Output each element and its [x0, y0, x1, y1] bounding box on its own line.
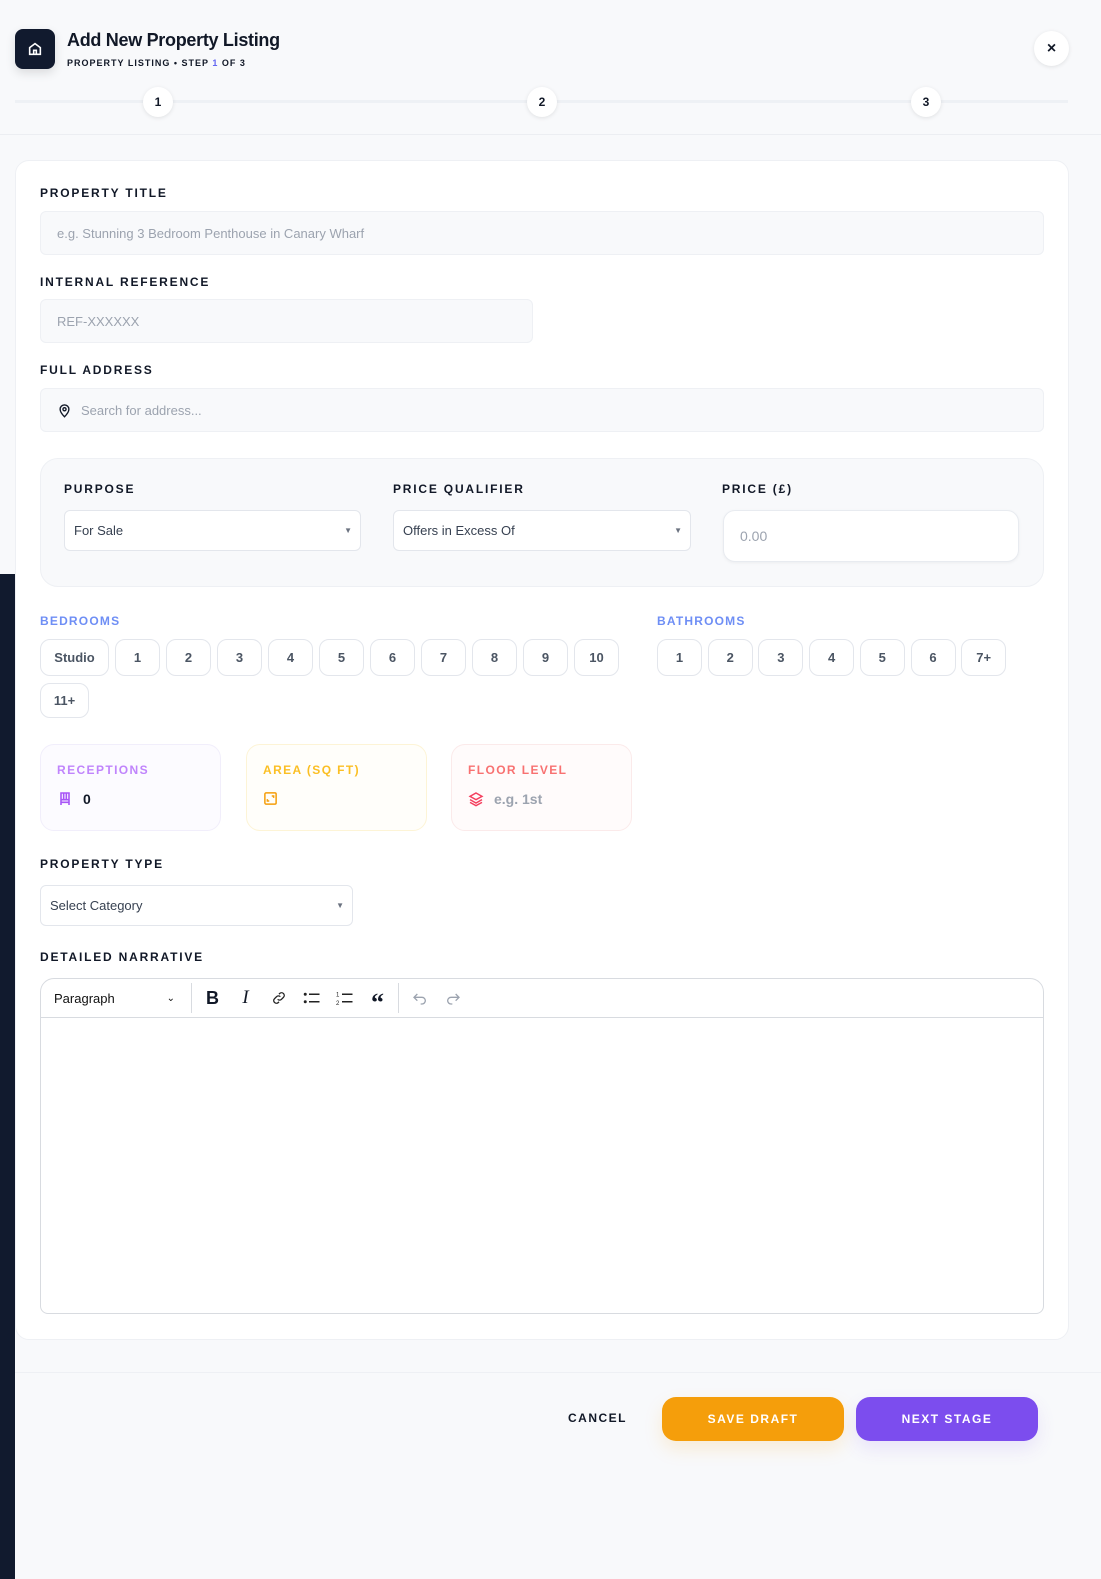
next-stage-button[interactable]: NEXT STAGE — [856, 1397, 1038, 1441]
link-button[interactable] — [262, 983, 295, 1013]
svg-text:2: 2 — [336, 1001, 340, 1006]
link-icon — [272, 992, 285, 1004]
bedroom-option[interactable]: 4 — [268, 639, 313, 676]
bedroom-option[interactable]: Studio — [40, 639, 109, 676]
property-type-label: PROPERTY TYPE — [40, 857, 164, 871]
purpose-label: PURPOSE — [64, 482, 136, 496]
receptions-value: 0 — [83, 791, 91, 807]
bathroom-option[interactable]: 6 — [910, 639, 956, 676]
bedrooms-label: BEDROOMS — [40, 614, 121, 628]
bedroom-option[interactable]: 5 — [319, 639, 364, 676]
floor-level-field[interactable]: FLOOR LEVEL e.g. 1st — [451, 744, 632, 831]
italic-button[interactable]: I — [229, 983, 262, 1013]
internal-reference-label: INTERNAL REFERENCE — [40, 275, 211, 289]
expand-icon — [264, 792, 277, 805]
bathroom-option[interactable]: 2 — [707, 639, 753, 676]
blockquote-button[interactable]: “ — [361, 983, 394, 1017]
close-button[interactable]: × — [1034, 31, 1069, 66]
property-title-input[interactable]: e.g. Stunning 3 Bedroom Penthouse in Can… — [40, 211, 1044, 255]
bathrooms-label: BATHROOMS — [657, 614, 746, 628]
bedroom-option[interactable]: 7 — [421, 639, 466, 676]
quote-icon: “ — [371, 988, 384, 1017]
purpose-select[interactable]: For Sale ▼ — [64, 510, 361, 551]
divider — [191, 983, 192, 1013]
property-type-value: Select Category — [50, 898, 143, 913]
property-title-label: PROPERTY TITLE — [40, 186, 168, 200]
internal-reference-input[interactable]: REF-XXXXXX — [40, 299, 533, 343]
bathroom-option[interactable]: 3 — [758, 639, 804, 676]
numbered-list-icon: 12 — [336, 993, 352, 1006]
bathroom-option[interactable]: 4 — [809, 639, 855, 676]
subtitle-step: 1 — [212, 58, 219, 68]
price-input[interactable]: 0.00 — [723, 510, 1019, 562]
layers-icon — [468, 792, 484, 807]
divider — [398, 983, 399, 1013]
block-format-value: Paragraph — [54, 990, 115, 1006]
bullet-list-icon — [303, 992, 319, 1004]
property-type-select[interactable]: Select Category ▼ — [40, 885, 353, 926]
address-placeholder: Search for address... — [81, 402, 202, 418]
bedroom-option[interactable]: 6 — [370, 639, 415, 676]
bedroom-option[interactable]: 10 — [574, 639, 619, 676]
step-2[interactable]: 2 — [527, 87, 557, 117]
bedroom-option[interactable]: 8 — [472, 639, 517, 676]
bathroom-option[interactable]: 7+ — [961, 639, 1007, 676]
purpose-value: For Sale — [74, 523, 124, 538]
bedroom-option[interactable]: 2 — [166, 639, 211, 676]
undo-button[interactable] — [403, 983, 436, 1013]
editor-content[interactable] — [41, 1018, 1043, 1313]
bedroom-option[interactable]: 3 — [217, 639, 262, 676]
save-draft-button[interactable]: SAVE DRAFT — [662, 1397, 844, 1441]
step-subtitle: PROPERTY LISTING • STEP 1 OF 3 — [67, 58, 246, 68]
close-icon: × — [1046, 39, 1057, 57]
subtitle-prefix: PROPERTY LISTING • STEP — [67, 58, 213, 68]
narrative-label: DETAILED NARRATIVE — [40, 950, 204, 964]
chair-icon — [60, 792, 70, 805]
floor-level-label: FLOOR LEVEL — [468, 763, 568, 777]
receptions-label: RECEPTIONS — [57, 763, 150, 777]
bold-button[interactable]: B — [196, 983, 229, 1013]
home-icon — [28, 42, 42, 56]
address-search-input[interactable]: Search for address... — [40, 388, 1044, 432]
block-format-select[interactable]: Paragraph ⌄ — [54, 991, 187, 1006]
floor-level-placeholder: e.g. 1st — [494, 791, 543, 807]
redo-icon — [446, 993, 460, 1005]
footer-divider — [15, 1372, 1101, 1373]
cancel-button[interactable]: CANCEL — [568, 1411, 627, 1425]
bedroom-option[interactable]: 1 — [115, 639, 160, 676]
price-qualifier-label: PRICE QUALIFIER — [393, 482, 525, 496]
step-1[interactable]: 1 — [143, 87, 173, 117]
price-qualifier-select[interactable]: Offers in Excess Of ▼ — [393, 510, 691, 551]
caret-down-icon: ▼ — [336, 901, 344, 910]
bold-icon: B — [206, 987, 219, 1008]
caret-down-icon: ▼ — [344, 526, 352, 535]
step-3[interactable]: 3 — [911, 87, 941, 117]
bedroom-option[interactable]: 9 — [523, 639, 568, 676]
bathroom-option[interactable]: 5 — [859, 639, 905, 676]
sidebar-edge — [0, 574, 15, 1579]
full-address-label: FULL ADDRESS — [40, 363, 154, 377]
bedroom-option[interactable]: 11+ — [40, 683, 89, 718]
map-pin-icon — [59, 403, 70, 418]
area-field[interactable]: AREA (SQ FT) — [246, 744, 427, 831]
area-label: AREA (SQ FT) — [263, 763, 361, 777]
bullet-list-button[interactable] — [295, 983, 328, 1013]
redo-button[interactable] — [436, 983, 469, 1013]
page-title: Add New Property Listing — [67, 30, 280, 50]
chevron-down-icon: ⌄ — [166, 992, 175, 1004]
bathroom-option[interactable]: 1 — [657, 639, 702, 676]
receptions-field[interactable]: RECEPTIONS 0 — [40, 744, 221, 831]
undo-icon — [412, 993, 426, 1005]
caret-down-icon: ▼ — [674, 526, 682, 535]
italic-icon: I — [242, 987, 249, 1008]
subtitle-suffix: OF 3 — [218, 58, 246, 68]
home-logo — [15, 29, 55, 69]
price-qualifier-value: Offers in Excess Of — [403, 523, 515, 538]
price-label: PRICE (£) — [722, 482, 793, 496]
svg-text:1: 1 — [336, 993, 340, 999]
